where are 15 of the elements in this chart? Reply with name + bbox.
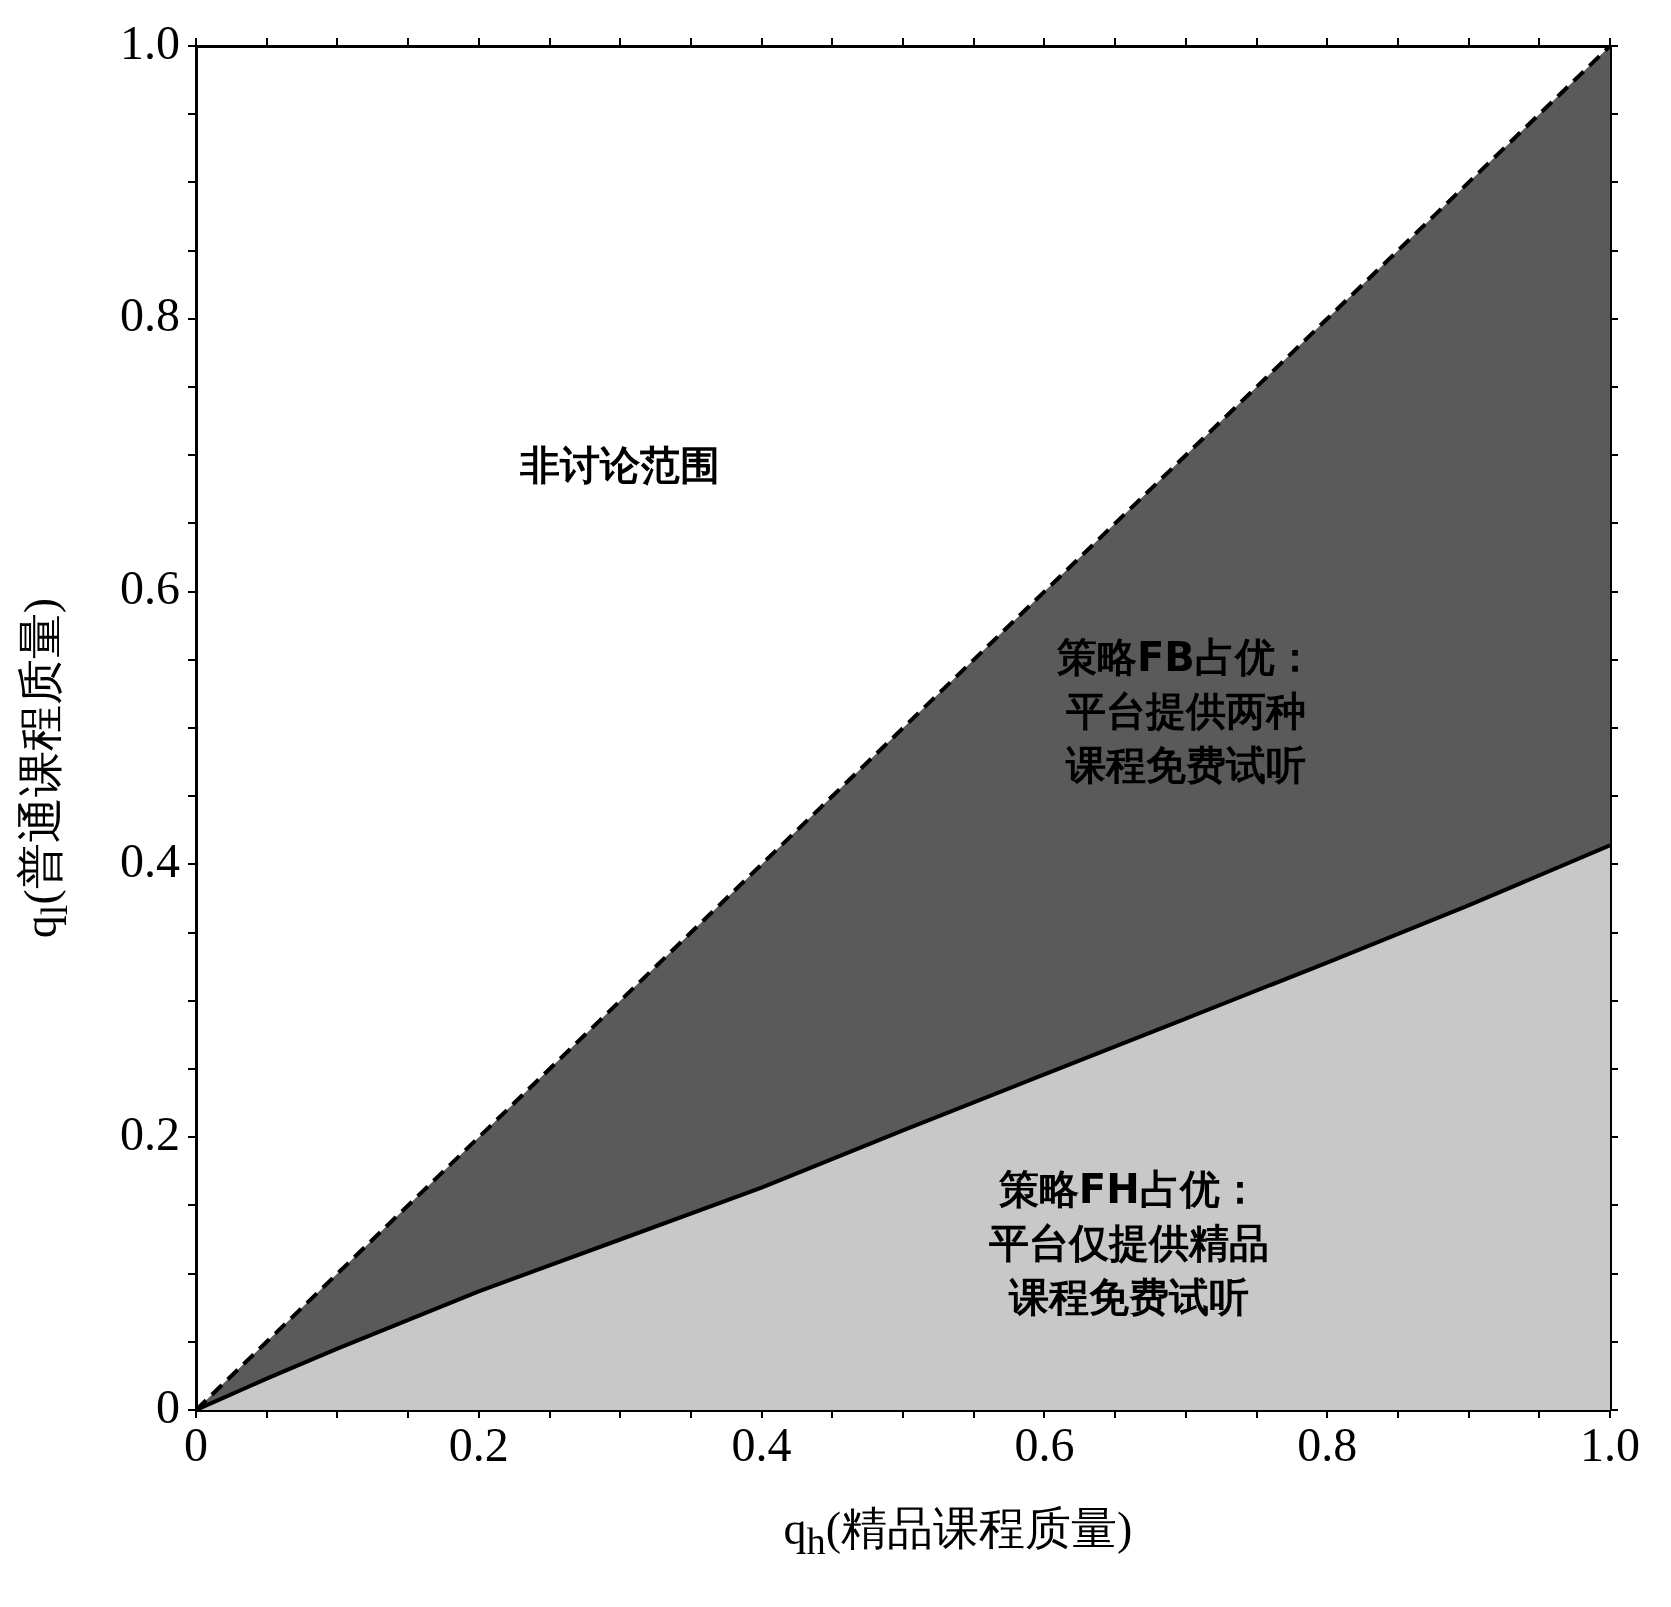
x-tick-label: 0.2 (448, 1417, 509, 1471)
x-tick-label: 0.6 (1014, 1417, 1075, 1471)
y-tick-label: 1.0 (120, 15, 180, 69)
y-tick-label: 0 (156, 1379, 180, 1433)
y-tick-label: 0.4 (120, 834, 180, 888)
x-tick-label: 1.0 (1580, 1417, 1640, 1471)
annotation: 非讨论范围 (519, 442, 721, 489)
y-tick-label: 0.8 (120, 288, 180, 342)
x-tick-label: 0.8 (1297, 1417, 1358, 1471)
x-axis-title: q$_{h}$(精品课程质量) (783, 1503, 1133, 1563)
annotation: 策略FH占优：平台仅提供精品课程免费试听 (988, 1165, 1270, 1320)
y-tick-label: 0.2 (120, 1106, 180, 1160)
y-tick-label: 0.6 (120, 561, 180, 615)
annotation: 策略FB占优：平台提供两种课程免费试听 (1055, 633, 1315, 788)
x-tick-label: 0.4 (731, 1417, 792, 1471)
